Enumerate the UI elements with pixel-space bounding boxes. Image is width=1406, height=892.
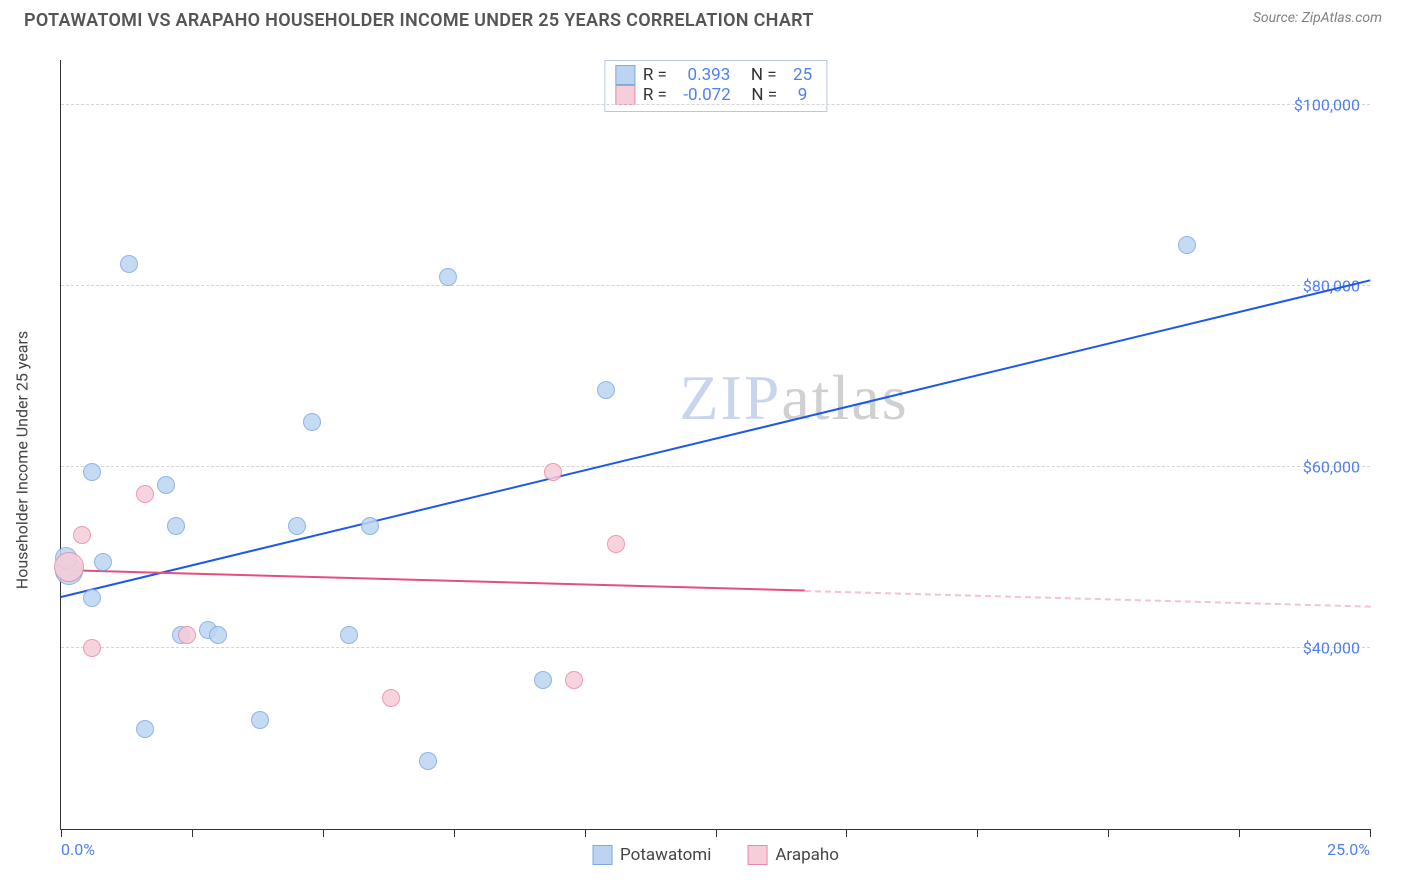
data-point xyxy=(303,413,321,431)
r-value: 0.393 xyxy=(683,65,730,85)
data-point xyxy=(136,485,154,503)
x-tick-label: 25.0% xyxy=(1327,840,1370,859)
data-point xyxy=(157,476,175,494)
data-point xyxy=(136,720,154,738)
x-tick xyxy=(977,829,978,837)
source-attribution: Source: ZipAtlas.com xyxy=(1253,10,1382,26)
data-point xyxy=(534,671,552,689)
x-tick xyxy=(1108,829,1109,837)
gridline xyxy=(61,466,1370,467)
data-point xyxy=(361,517,379,535)
stats-row: R = -0.072 N = 9 xyxy=(615,85,812,105)
x-tick xyxy=(1239,829,1240,837)
legend-item: Arapaho xyxy=(747,845,839,865)
r-value: -0.072 xyxy=(683,85,730,105)
data-point xyxy=(565,671,583,689)
data-point xyxy=(544,463,562,481)
watermark-part1: ZIP xyxy=(679,362,781,433)
x-tick xyxy=(192,829,193,837)
data-point xyxy=(54,552,84,582)
trendline xyxy=(61,569,805,592)
chart-title: POTAWATOMI VS ARAPAHO HOUSEHOLDER INCOME… xyxy=(24,10,814,31)
gridline xyxy=(61,104,1370,105)
x-tick xyxy=(1370,829,1371,837)
series-swatch xyxy=(615,85,635,105)
series-swatch xyxy=(592,845,612,865)
data-point xyxy=(597,381,615,399)
x-tick xyxy=(61,829,62,837)
legend-label: Arapaho xyxy=(775,845,839,865)
data-point xyxy=(607,535,625,553)
legend-label: Potawatomi xyxy=(620,845,711,865)
data-point xyxy=(83,589,101,607)
x-tick xyxy=(585,829,586,837)
series-swatch xyxy=(615,65,635,85)
stats-row: R = 0.393 N = 25 xyxy=(615,65,812,85)
legend-item: Potawatomi xyxy=(592,845,711,865)
data-point xyxy=(419,752,437,770)
n-value: 25 xyxy=(793,65,812,85)
data-point xyxy=(251,711,269,729)
data-point xyxy=(439,268,457,286)
y-tick-label: $60,000 xyxy=(1303,458,1360,477)
x-tick-label: 0.0% xyxy=(61,840,95,859)
y-tick-label: $40,000 xyxy=(1303,639,1360,658)
x-tick xyxy=(454,829,455,837)
trendline xyxy=(61,280,1370,599)
series-swatch xyxy=(747,845,767,865)
chart-header: POTAWATOMI VS ARAPAHO HOUSEHOLDER INCOME… xyxy=(0,0,1406,37)
data-point xyxy=(83,639,101,657)
series-legend: Potawatomi Arapaho xyxy=(592,845,839,865)
data-point xyxy=(178,626,196,644)
data-point xyxy=(382,689,400,707)
x-tick xyxy=(323,829,324,837)
data-point xyxy=(83,463,101,481)
data-point xyxy=(209,626,227,644)
chart-container: Householder Income Under 25 years ZIPatl… xyxy=(24,46,1382,874)
data-point xyxy=(73,526,91,544)
y-axis-label: Householder Income Under 25 years xyxy=(13,331,32,589)
data-point xyxy=(340,626,358,644)
gridline xyxy=(61,647,1370,648)
trendline xyxy=(804,590,1370,608)
plot-area: ZIPatlas R = 0.393 N = 25R = -0.072 N = … xyxy=(60,60,1370,830)
data-point xyxy=(120,255,138,273)
watermark-part2: atlas xyxy=(781,362,908,433)
y-tick-label: $100,000 xyxy=(1294,96,1360,115)
data-point xyxy=(167,517,185,535)
gridline xyxy=(61,285,1370,286)
data-point xyxy=(1178,236,1196,254)
data-point xyxy=(288,517,306,535)
data-point xyxy=(94,553,112,571)
x-tick xyxy=(846,829,847,837)
x-tick xyxy=(716,829,717,837)
n-value: 9 xyxy=(794,85,808,105)
